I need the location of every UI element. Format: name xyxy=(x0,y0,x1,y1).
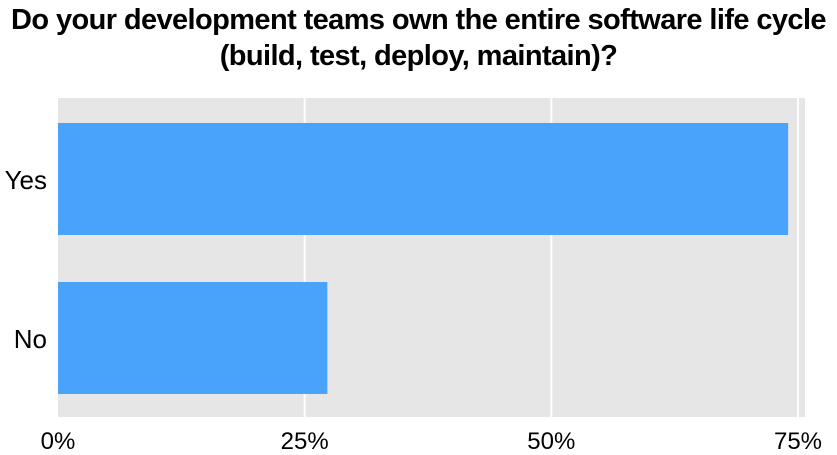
chart-title-line-2: (build, test, deploy, maintain)? xyxy=(219,40,618,72)
x-tick-label-75: 75% xyxy=(774,428,822,455)
x-tick-label-50: 50% xyxy=(527,428,575,455)
category-label-yes: Yes xyxy=(5,165,47,195)
bar-no xyxy=(58,282,328,394)
chart-title-line-1: Do your development teams own the entire… xyxy=(11,4,827,36)
chart-title: Do your development teams own the entire… xyxy=(0,2,837,74)
bar-yes xyxy=(58,123,789,235)
x-tick-label-25: 25% xyxy=(281,428,329,455)
category-label-no: No xyxy=(14,324,47,354)
x-tick-label-0: 0% xyxy=(41,428,76,455)
